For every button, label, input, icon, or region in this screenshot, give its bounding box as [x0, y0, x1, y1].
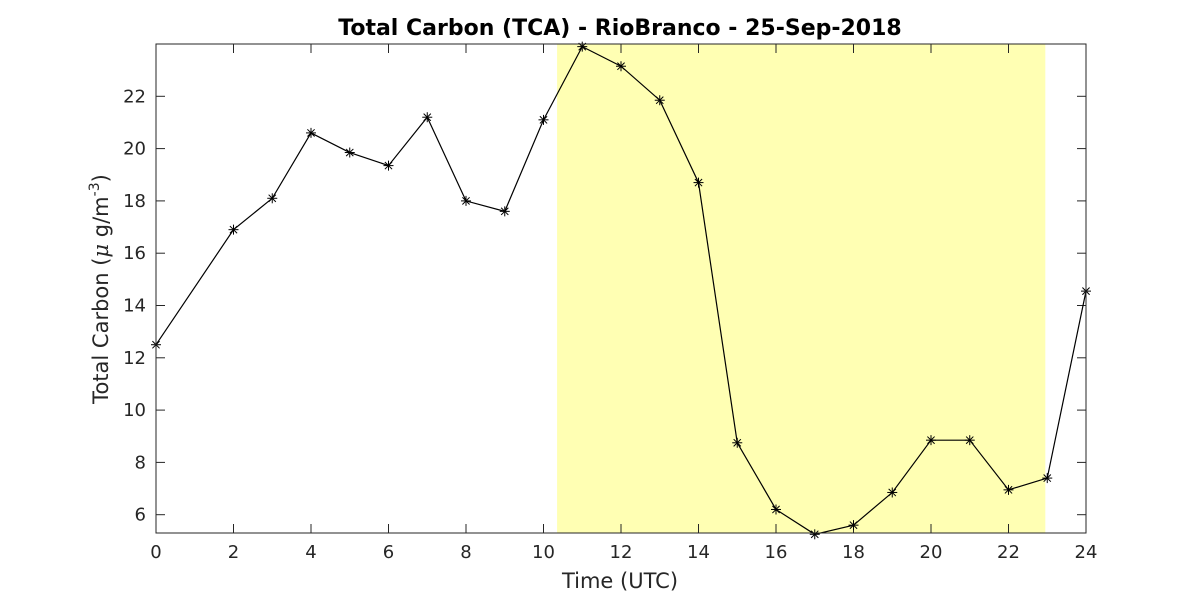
- x-tick-label: 22: [997, 542, 1020, 563]
- axes-box: [155, 43, 1087, 534]
- y-tick-label: 16: [123, 243, 146, 264]
- x-tick-label: 2: [228, 542, 239, 563]
- x-tick-label: 18: [842, 542, 865, 563]
- data-point: [499, 206, 510, 217]
- data-point: [422, 112, 433, 123]
- highlight-bands: [557, 44, 1046, 533]
- x-tick-label: 0: [150, 542, 161, 563]
- series-layer: [151, 41, 1091, 540]
- y-tick-label: 22: [123, 86, 146, 107]
- y-tick-label: 12: [123, 348, 146, 369]
- x-tick-label: 24: [1075, 542, 1098, 563]
- data-point: [926, 435, 936, 446]
- data-point: [1003, 484, 1014, 495]
- y-tick-label: 6: [135, 505, 146, 526]
- data-point: [228, 224, 239, 235]
- data-point: [654, 95, 665, 106]
- x-tick-label: 12: [610, 542, 633, 563]
- x-tick-label: 8: [460, 542, 471, 563]
- chart-title: Total Carbon (TCA) - RioBranco - 25-Sep-…: [338, 16, 901, 41]
- data-point: [383, 160, 394, 171]
- highlight-band: [557, 44, 1046, 533]
- y-axis-label-after: ): [89, 174, 113, 182]
- x-tick-label: 4: [305, 542, 316, 563]
- y-tick-label: 10: [123, 400, 146, 421]
- data-point: [306, 127, 316, 138]
- x-tick-label: 14: [687, 542, 710, 563]
- y-tick-label: 20: [123, 139, 146, 160]
- data-point: [964, 435, 975, 446]
- y-axis-label-mid: g/m: [89, 196, 113, 244]
- data-point: [1042, 473, 1053, 484]
- data-point: [809, 529, 820, 540]
- y-axis-label-mu: μ: [89, 244, 113, 258]
- data-point: [538, 114, 549, 125]
- y-axis-label-sup: -3: [87, 182, 103, 196]
- x-tick-label: 20: [920, 542, 943, 563]
- data-point: [693, 177, 704, 188]
- x-tick-label: 16: [765, 542, 788, 563]
- x-tick-label: 6: [383, 542, 394, 563]
- data-point: [461, 195, 471, 206]
- y-tick-label: 14: [123, 295, 146, 316]
- data-point: [771, 504, 781, 515]
- y-tick-label: 18: [123, 191, 146, 212]
- data-point: [616, 61, 626, 72]
- data-point: [848, 520, 859, 531]
- y-tick-label: 8: [135, 452, 146, 473]
- data-point: [267, 193, 278, 204]
- x-tick-label: 10: [532, 542, 555, 563]
- data-point: [887, 487, 898, 498]
- x-axis-label: Time (UTC): [561, 569, 678, 593]
- data-point: [732, 437, 743, 448]
- y-axis-label: Total Carbon (μ g/m-3): [87, 174, 113, 405]
- series-line: [155, 45, 1087, 535]
- y-axis-label-before: Total Carbon (: [89, 258, 113, 405]
- data-point: [577, 41, 588, 52]
- data-point: [344, 147, 355, 158]
